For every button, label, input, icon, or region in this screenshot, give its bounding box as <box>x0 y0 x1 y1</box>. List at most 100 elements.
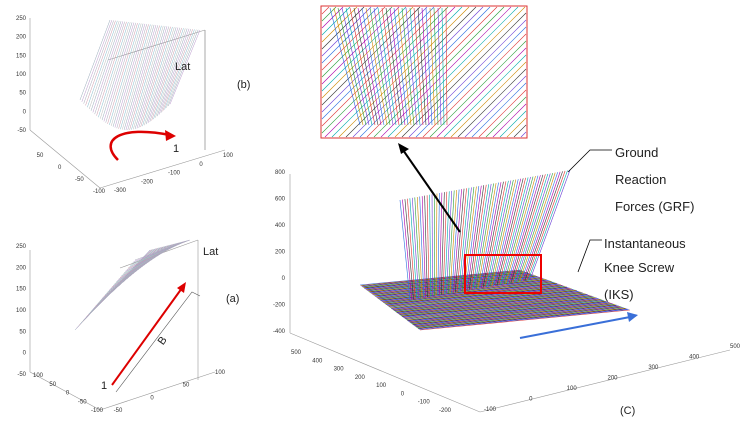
inset-line <box>353 7 379 126</box>
marker-label: 1 <box>101 380 107 392</box>
inset-line <box>415 26 527 138</box>
force-line <box>482 181 504 288</box>
force-line <box>120 24 151 130</box>
inset-line <box>450 61 527 138</box>
force-line <box>127 25 158 131</box>
force-line <box>496 178 524 286</box>
axis-line <box>289 332 481 413</box>
force-line <box>449 189 457 294</box>
force-line <box>421 196 426 298</box>
force-line <box>404 199 414 300</box>
force-line <box>500 177 529 286</box>
screw-line <box>417 308 627 329</box>
tick-label: 0 <box>23 109 27 115</box>
tick-label: -200 <box>141 179 154 185</box>
rotation-arrow <box>109 130 171 161</box>
force-line <box>138 26 170 128</box>
inset-line <box>429 7 436 126</box>
force-line <box>112 23 144 127</box>
screw-line <box>416 307 624 328</box>
screw-line <box>389 289 575 308</box>
force-line <box>167 29 199 107</box>
force-line <box>519 172 556 282</box>
force-line <box>426 195 430 297</box>
inset-line <box>389 7 406 126</box>
force-line <box>446 190 453 294</box>
force-line <box>136 26 168 129</box>
tick-label: 0 <box>23 351 27 357</box>
screw-line <box>409 302 611 323</box>
panel-label: (b) <box>237 79 250 91</box>
force-line <box>491 179 517 287</box>
tick-label: 800 <box>275 170 286 176</box>
inset-line <box>321 6 337 22</box>
inset-line <box>401 7 415 126</box>
axis-line <box>29 129 101 189</box>
force-line <box>522 171 561 282</box>
force-line <box>79 19 111 101</box>
zoom-inset-frame <box>320 5 528 139</box>
force-line <box>493 179 519 287</box>
inset-line <box>361 7 385 126</box>
tick-label: -100 <box>93 189 106 195</box>
inset-line <box>321 6 386 71</box>
inset-line <box>429 40 527 138</box>
screw-line <box>366 274 533 291</box>
zoom-region <box>464 254 542 294</box>
force-line <box>517 172 554 283</box>
screw-line <box>413 305 618 326</box>
inset-line <box>433 7 439 126</box>
inset-line <box>321 6 351 36</box>
tick-label: -50 <box>17 128 26 134</box>
tick-label: -50 <box>78 399 87 405</box>
screw-line <box>417 307 626 329</box>
inset-line <box>349 7 376 126</box>
force-line <box>116 24 147 129</box>
force-line <box>90 21 122 111</box>
screw-line <box>393 291 581 311</box>
screw-line <box>402 298 598 318</box>
tick-label: -400 <box>273 329 286 335</box>
screw-line <box>363 271 527 288</box>
iks-pointer <box>577 239 602 273</box>
screw-line <box>404 299 602 319</box>
iks-annotation: Instantaneous <box>604 236 686 251</box>
inset-line <box>397 7 412 126</box>
screw-line <box>415 306 622 327</box>
axis-line <box>99 371 216 411</box>
tick-label: 0 <box>58 165 62 171</box>
screw-line <box>374 279 546 296</box>
force-line <box>162 29 193 112</box>
screw-line <box>406 300 606 321</box>
tick-label: 100 <box>223 153 234 159</box>
iks-annotation: (IKS) <box>604 287 634 302</box>
force-line <box>98 21 129 118</box>
tick-label: -50 <box>114 408 123 414</box>
force-line <box>487 180 512 288</box>
force-line <box>470 184 487 290</box>
force-line <box>514 173 549 283</box>
screw-line <box>401 297 596 317</box>
screw-line <box>386 287 569 306</box>
screw-line <box>397 294 589 314</box>
inset-line <box>520 131 527 138</box>
force-line <box>142 26 173 127</box>
force-line <box>435 193 438 296</box>
screw-line <box>407 301 607 321</box>
force-line <box>118 24 149 129</box>
tick-label: 300 <box>648 365 659 371</box>
inset-line <box>321 6 372 57</box>
screw-line <box>401 297 597 317</box>
inset-line <box>425 7 433 126</box>
force-line <box>145 27 177 125</box>
screw-line <box>410 303 613 324</box>
panel-label: (a) <box>226 293 239 305</box>
tick-label: 500 <box>730 344 741 350</box>
force-line <box>134 26 166 130</box>
force-line <box>526 170 566 281</box>
force-line <box>494 178 522 286</box>
force-line <box>458 187 470 292</box>
screw-line <box>413 305 619 326</box>
tick-label: 50 <box>19 91 26 97</box>
force-line <box>144 27 175 126</box>
